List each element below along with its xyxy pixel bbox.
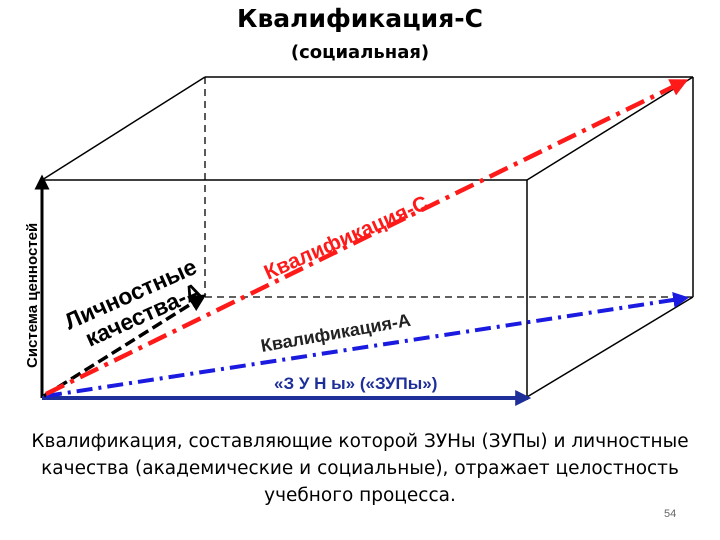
cube-hidden-edges	[204, 77, 693, 298]
slide-title: Квалификация-С	[237, 4, 483, 33]
cube-top-right-edge	[526, 76, 694, 181]
personal-qualities-arrow	[43, 294, 207, 398]
caption-line-3: учебного процесса.	[264, 485, 456, 506]
qualification-c-arrow	[45, 78, 689, 397]
values-axis-label: Система ценностей	[24, 223, 41, 368]
qualification-a-label: Квалификация-А	[259, 310, 412, 356]
caption-line-1: Квалификация, составляющие которой ЗУНы …	[31, 431, 689, 452]
cube-bottom-right-edge	[526, 296, 694, 398]
zun-label: «З У Н ы» («ЗУПы»)	[274, 374, 437, 393]
qualification-c-label: Квалификация-С	[261, 192, 432, 285]
qualification-a-arrow	[45, 292, 690, 398]
page-number: 54	[664, 508, 677, 520]
caption-line-2: качества (академические и социальные), о…	[41, 458, 679, 479]
personal-qualities-label: Личностные качества-А	[60, 253, 205, 351]
caption: Квалификация, составляющие которой ЗУНы …	[2, 428, 718, 509]
cube-top-left-edge	[41, 76, 206, 181]
cube-wireframe	[41, 76, 694, 398]
slide-subtitle: (социальная)	[290, 42, 430, 63]
